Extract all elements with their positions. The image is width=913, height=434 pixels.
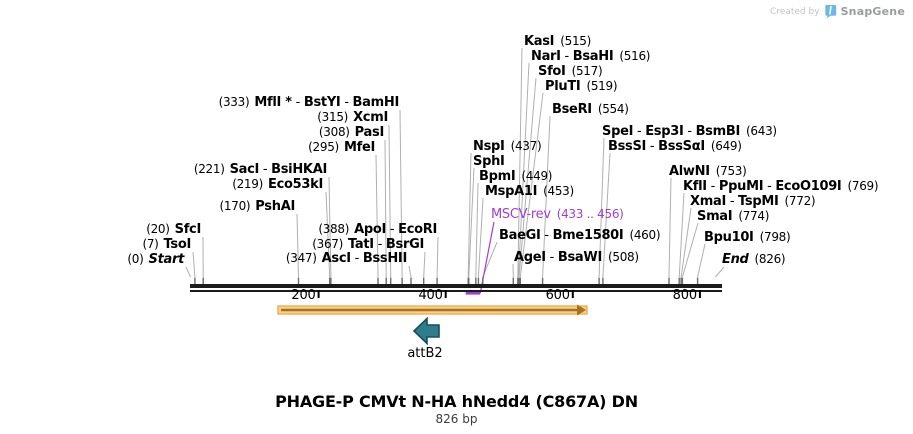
enzyme-label-end: End (826) [722, 252, 786, 267]
leader-line-nari-bsahi [517, 62, 530, 278]
axis-number-400: 400 [418, 288, 443, 303]
leader-line-apoi-ecori [436, 236, 439, 278]
leader-line-saci-bsihkai [328, 176, 332, 278]
enzyme-label-nspi: NspI (437) [473, 139, 542, 154]
enzyme-label-pshai: (170) PshAI [219, 199, 296, 214]
leader-line-smai [681, 222, 699, 278]
enzyme-label-agei-bsawi: AgeI - BsaWI (508) [514, 250, 639, 265]
leader-line-xcmi [388, 124, 392, 278]
enzyme-label-mfei: (295) MfeI [308, 140, 375, 155]
snapgene-logo-icon [824, 5, 836, 19]
enzyme-label-xmai-tspmi: XmaI - TspMI (772) [690, 194, 816, 209]
enzyme-label-pluti: PluTI (519) [545, 79, 618, 94]
page-title: PHAGE-P CMVt N-HA hNedd4 (C867A) DN [275, 392, 638, 411]
leader-line-baegi-bme1580i [482, 241, 498, 278]
leader-line-mspa1i [477, 197, 484, 278]
orange-feature-arrowhead [577, 304, 586, 316]
enzyme-label-bseri: BseRI (554) [552, 102, 629, 117]
enzyme-label-saci-bsihkai: (221) SacI - BsiHKAI [193, 162, 327, 177]
enzyme-label-mspa1i: MspA1I (453) [485, 184, 574, 199]
leader-line-end [715, 266, 725, 278]
enzyme-label-sfci: (20) SfcI [146, 222, 201, 237]
enzyme-label-nari-bsahi: NarI - BsaHI (516) [531, 49, 651, 64]
enzyme-label-bpu10i: Bpu10I (798) [704, 230, 791, 245]
leader-line-mfei [375, 154, 379, 278]
mscv-rev-primer-bar [465, 292, 481, 295]
leader-line-pshai [296, 213, 299, 278]
enzyme-label-xcmi: (315) XcmI [317, 110, 388, 125]
leader-line-tati-bsrgi [423, 251, 426, 278]
snapgene-credit: Created by SnapGene [770, 4, 905, 19]
enzyme-label-kfli-ppumi-ecoo109i: KflI - PpuMI - EcoO109I (769) [683, 179, 879, 194]
enzyme-label-kasi: KasI (515) [524, 34, 592, 49]
attb2-label: attB2 [407, 346, 443, 361]
leader-line-eco53ki [325, 191, 331, 278]
enzyme-label-eco53ki: (219) Eco53kI [232, 177, 323, 192]
leader-line-bsssi [602, 152, 611, 278]
enzyme-label-tsoi: (7) TsoI [142, 237, 191, 252]
leader-line-nspi [467, 152, 472, 278]
leader-line-spei-esp3i-bsmbi [598, 137, 605, 278]
enzyme-label-sphi: SphI [473, 154, 505, 169]
leader-line-bpu10i [697, 243, 706, 278]
leader-line-xmai-tspmi [680, 207, 692, 278]
leader-line-sfoi [518, 77, 537, 278]
axis-number-200: 200 [291, 288, 316, 303]
leader-line-pluti [519, 92, 544, 278]
sequence-line-bottom [190, 290, 722, 292]
leader-line-alwni [668, 177, 672, 278]
enzyme-label-smai: SmaI (774) [697, 209, 770, 224]
leader-line-sphi [468, 167, 475, 278]
brand-text: SnapGene [840, 5, 905, 18]
enzyme-label-mscv-rev: MSCV-rev (433 .. 456) [491, 207, 624, 222]
enzyme-label-sfoi: SfoI (517) [538, 64, 603, 79]
axis-number-600: 600 [545, 288, 570, 303]
leader-line-mfli-bstyi-bamhi [399, 109, 403, 278]
enzyme-label-start: (0) Start [127, 252, 184, 267]
attb2-arrow [412, 316, 440, 346]
leader-line-start [185, 266, 191, 278]
axis-number-800: 800 [672, 288, 697, 303]
created-by-text: Created by [770, 6, 820, 17]
enzyme-label-tati-bsrgi: (367) TatI - BsrGI [312, 237, 424, 252]
title-block: PHAGE-P CMVt N-HA hNedd4 (C867A) DN 826 … [0, 393, 913, 426]
leader-line-pasi [384, 139, 387, 278]
enzyme-label-spei-esp3i-bsmbi: SpeI - Esp3I - BsmBI (643) [602, 124, 777, 139]
enzyme-label-bsssi: BssSI - BssSαI (649) [608, 139, 742, 154]
leader-line-asci-bsshii [408, 265, 412, 278]
enzyme-label-asci-bsshii: (347) AscI - BssHII [285, 251, 407, 266]
enzyme-label-bpmi: BpmI (449) [479, 169, 553, 184]
leader-line-bseri [542, 115, 551, 278]
enzyme-label-apoi-ecori: (388) ApoI - EcoRI [318, 222, 437, 237]
enzyme-label-baegi-bme1580i: BaeGI - Bme1580I (460) [499, 228, 661, 243]
sequence-length-subtitle: 826 bp [435, 412, 478, 426]
leader-line-kfli-ppumi-ecoo109i [678, 192, 685, 278]
leader-line-bpmi [475, 182, 479, 278]
leader-line-kasi [517, 47, 523, 278]
enzyme-label-pasi: (308) PasI [318, 125, 384, 140]
enzyme-label-alwni: AlwNI (753) [669, 164, 747, 179]
sequence-line-top [190, 284, 722, 288]
enzyme-label-mfli-bstyi-bamhi: (333) MflI * - BstYI - BamHI [218, 95, 400, 110]
leader-line-tsoi [192, 251, 196, 278]
